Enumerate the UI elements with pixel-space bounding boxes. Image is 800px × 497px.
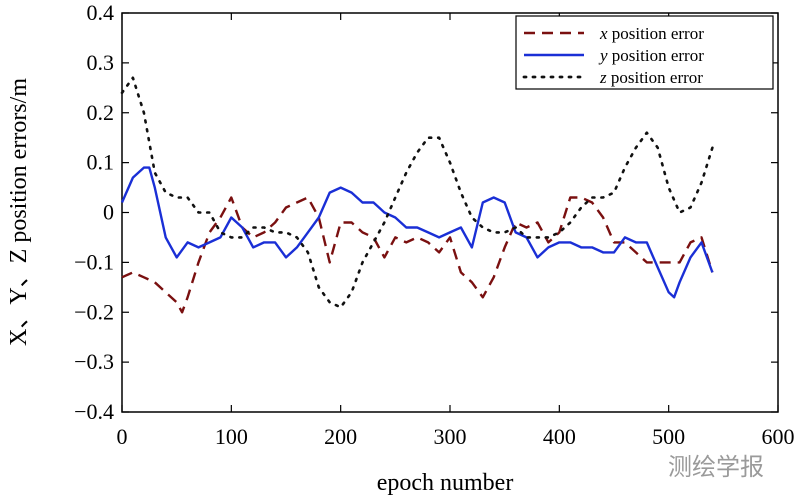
legend-label-suffix: position error xyxy=(608,24,705,43)
legend-label-variable: x xyxy=(599,24,608,43)
legend-label-suffix: position error xyxy=(607,68,704,87)
x-tick-label: 100 xyxy=(215,424,248,449)
y-tick-label: −0.3 xyxy=(74,349,114,374)
x-axis-title: epoch number xyxy=(377,470,514,496)
x-tick-label: 600 xyxy=(762,424,795,449)
legend-label-variable: y xyxy=(598,46,608,65)
x-tick-label: 0 xyxy=(117,424,128,449)
y-axis: −0.4 −0.3 −0.2 −0.1 0 0.1 0.2 0.3 0.4 xyxy=(74,0,778,424)
x-tick-label: 300 xyxy=(434,424,467,449)
y-tick-label: −0.1 xyxy=(74,249,114,274)
y-tick-label: 0.4 xyxy=(87,0,115,25)
legend-label-suffix: position error xyxy=(608,46,705,65)
series-line-x xyxy=(121,196,714,314)
x-tick-label: 400 xyxy=(543,424,576,449)
x-tick-label: 200 xyxy=(324,424,357,449)
legend-label-z: z position error xyxy=(599,68,703,87)
y-tick-label: 0 xyxy=(103,200,114,225)
legend-label-variable: z xyxy=(599,68,607,87)
series-layer xyxy=(120,76,714,314)
series-line-y xyxy=(120,166,714,299)
y-tick-label: 0.2 xyxy=(87,100,115,125)
y-tick-label: −0.4 xyxy=(74,399,114,424)
x-axis: 0 100 200 300 400 500 600 xyxy=(117,13,795,449)
legend-label-x: x position error xyxy=(599,24,704,43)
legend-label-y: y position error xyxy=(598,46,704,65)
y-tick-label: 0.1 xyxy=(87,150,115,175)
y-tick-label: −0.2 xyxy=(74,299,114,324)
y-axis-title: X、Y、Z position errors/m xyxy=(6,78,32,346)
y-tick-label: 0.3 xyxy=(87,50,115,75)
x-tick-label: 500 xyxy=(652,424,685,449)
watermark-text: 测绘学报 xyxy=(668,453,764,481)
